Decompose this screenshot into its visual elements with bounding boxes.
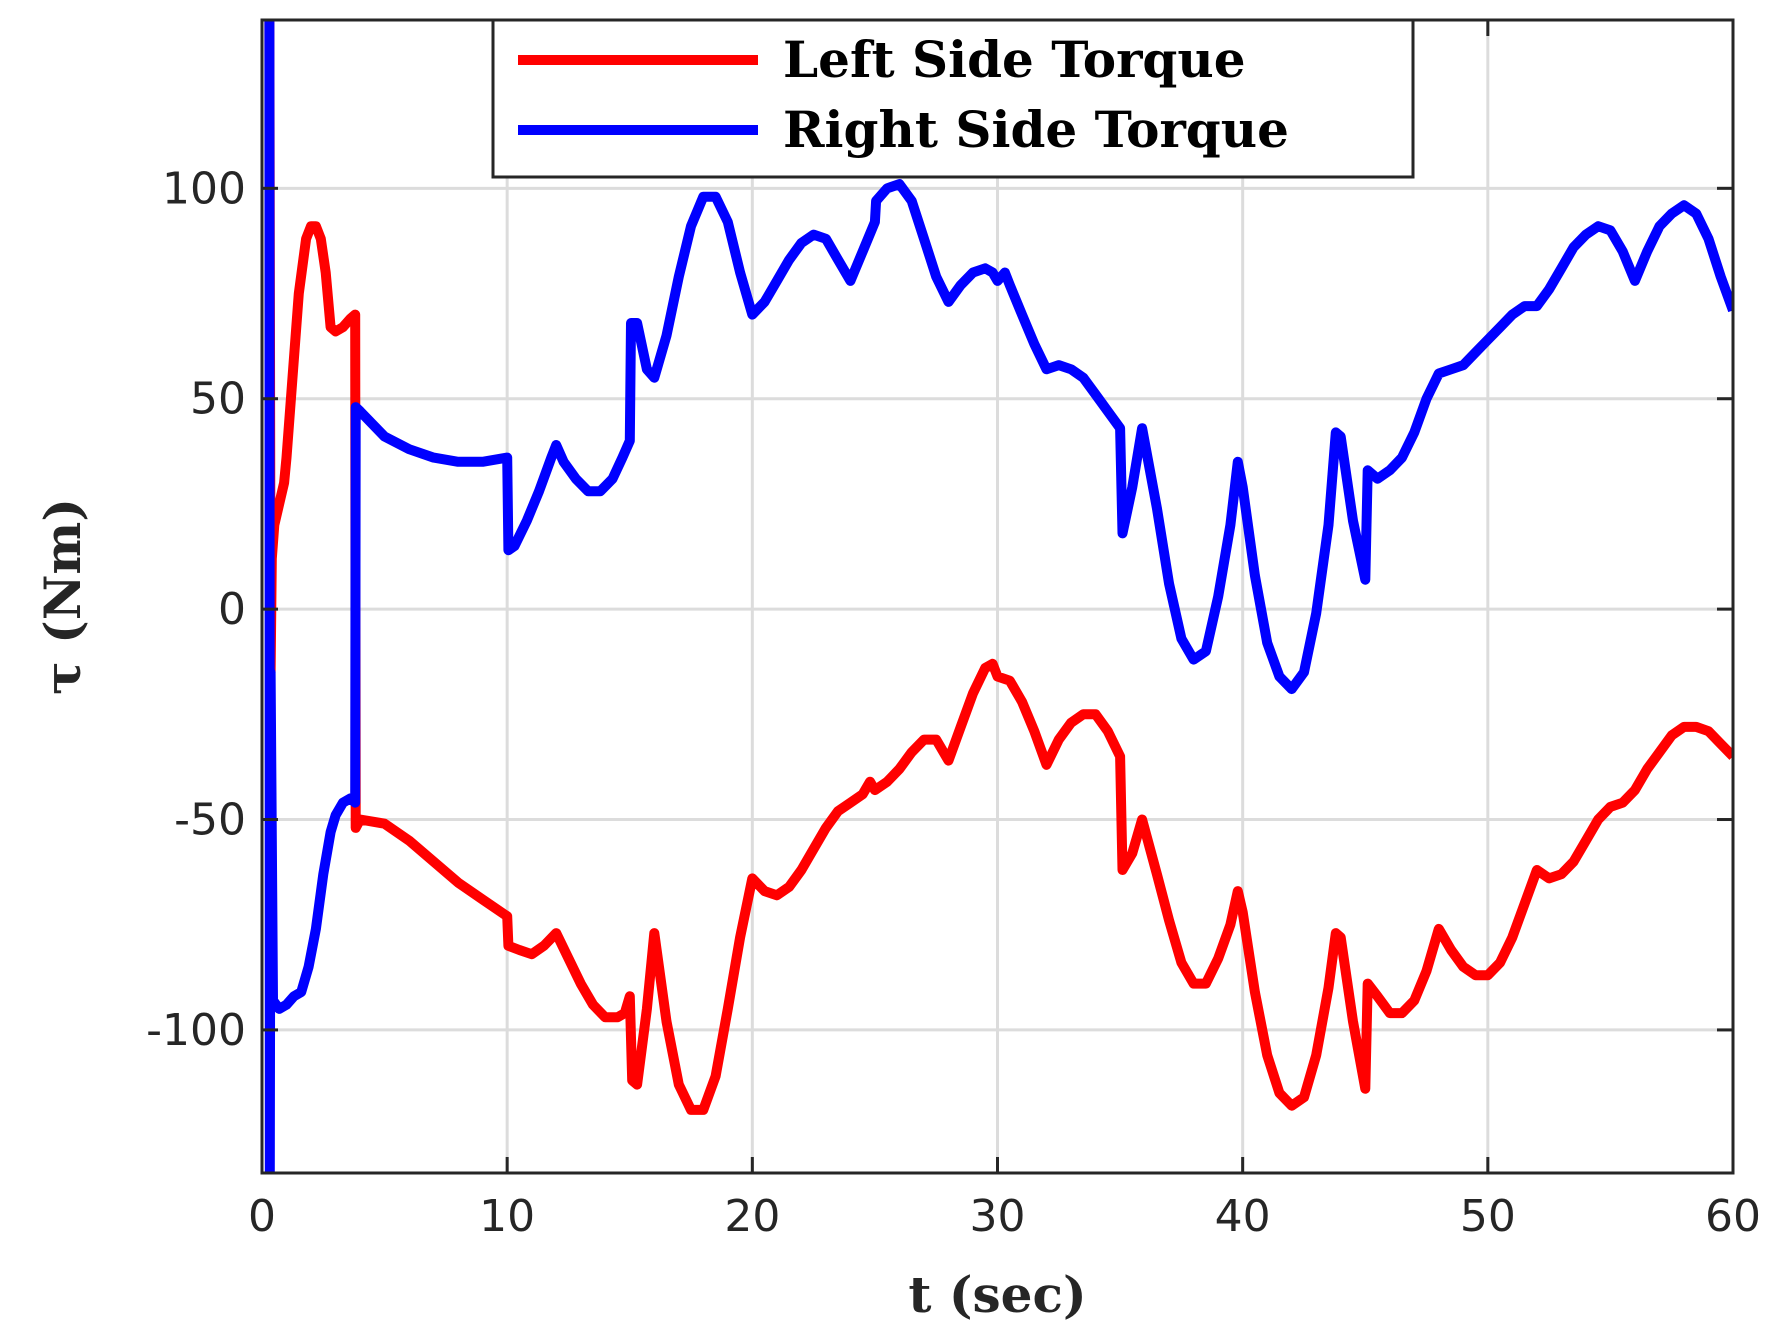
series-layer [264, 20, 1733, 1173]
series-line-right-side-torque [264, 20, 1733, 1173]
x-tick-label: 20 [724, 1191, 780, 1242]
x-tick-label: 50 [1460, 1191, 1516, 1242]
y-tick-label: -50 [174, 795, 246, 846]
x-tick-label: 10 [479, 1191, 535, 1242]
x-tick-label: 40 [1215, 1191, 1271, 1242]
grid [262, 20, 1733, 1173]
legend-box [491, 18, 1415, 179]
legend: Left Side Torque Right Side Torque [491, 18, 1415, 179]
y-tick-label: -100 [146, 1005, 246, 1056]
ticks: 0 10 20 30 40 50 60 -100 -50 0 50 100 [146, 20, 1761, 1242]
y-tick-label: 100 [162, 163, 246, 214]
legend-label: Left Side Torque [783, 30, 1246, 89]
x-tick-label: 0 [248, 1191, 276, 1242]
legend-label: Right Side Torque [783, 100, 1289, 159]
y-tick-label: 0 [218, 584, 246, 635]
x-tick-label: 30 [970, 1191, 1026, 1242]
x-tick-label: 60 [1705, 1191, 1761, 1242]
y-axis-label: τ (Nm) [33, 498, 92, 695]
series-line-left-side-torque [264, 20, 1733, 1115]
x-axis-label: t (sec) [908, 1265, 1086, 1324]
y-tick-label: 50 [190, 374, 246, 425]
